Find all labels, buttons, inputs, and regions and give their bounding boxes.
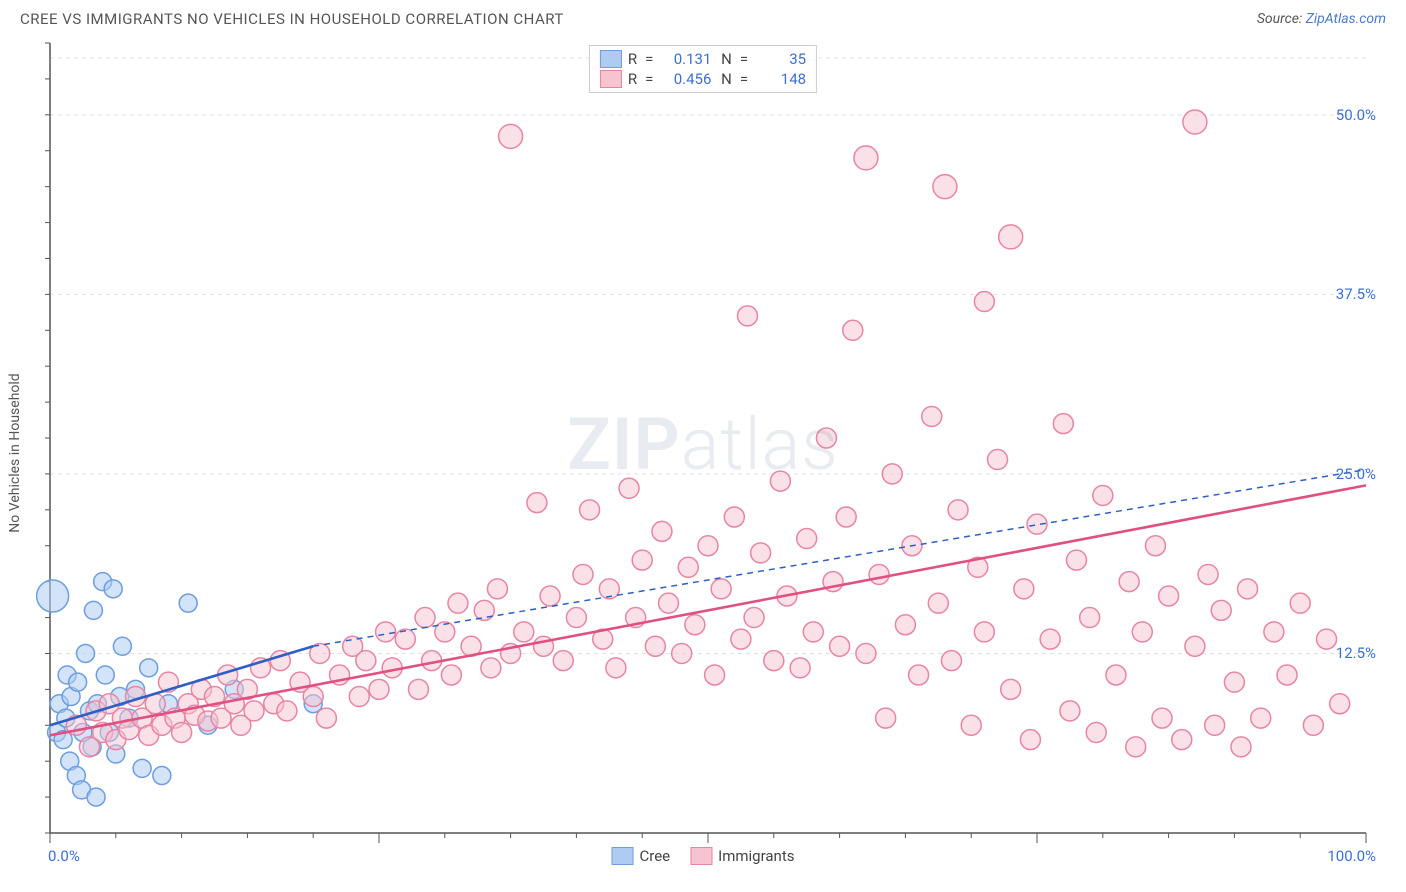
legend-row-series-2: R= 0.456 N= 148	[600, 70, 806, 88]
swatch-series-1	[600, 50, 622, 68]
scatter-chart-svg	[20, 33, 1386, 873]
x-label-high: 100.0%	[1327, 847, 1376, 865]
series-legend: Cree Immigrants	[612, 847, 795, 865]
n-value-1: 35	[756, 50, 806, 68]
swatch-series-2	[600, 70, 622, 88]
r-value-1: 0.131	[661, 50, 711, 68]
y-tick-label: 37.5%	[1336, 285, 1376, 303]
chart-title: CREE VS IMMIGRANTS NO VEHICLES IN HOUSEH…	[20, 10, 564, 28]
legend-row-series-1: R= 0.131 N= 35	[600, 50, 806, 68]
correlation-legend: R= 0.131 N= 35 R= 0.456 N= 148	[589, 45, 817, 93]
legend-item-1: Cree	[612, 847, 671, 865]
r-value-2: 0.456	[661, 70, 711, 88]
y-tick-label: 12.5%	[1336, 644, 1376, 662]
chart-header: CREE VS IMMIGRANTS NO VEHICLES IN HOUSEH…	[0, 0, 1406, 33]
y-tick-label: 25.0%	[1336, 465, 1376, 483]
source-link[interactable]: ZipAtlas.com	[1306, 11, 1386, 27]
chart-area: No Vehicles in Household ZIPatlas R= 0.1…	[20, 33, 1386, 873]
x-label-low: 0.0%	[48, 847, 80, 865]
swatch-icon	[690, 847, 712, 865]
swatch-icon	[612, 847, 634, 865]
y-tick-label: 50.0%	[1336, 106, 1376, 124]
n-value-2: 148	[756, 70, 806, 88]
legend-label-1: Cree	[640, 847, 671, 865]
chart-container: CREE VS IMMIGRANTS NO VEHICLES IN HOUSEH…	[0, 0, 1406, 892]
source-attribution: Source: ZipAtlas.com	[1257, 11, 1386, 27]
legend-item-2: Immigrants	[690, 847, 794, 865]
legend-label-2: Immigrants	[718, 847, 794, 865]
